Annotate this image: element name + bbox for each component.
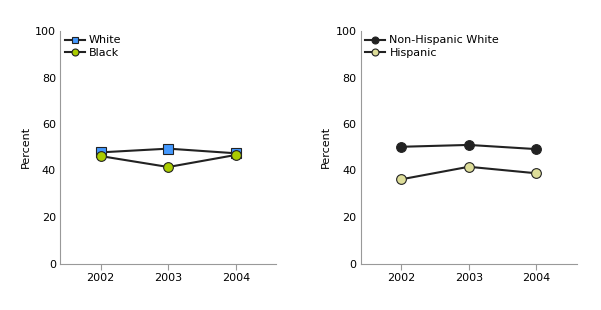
Legend: White, Black: White, Black: [63, 33, 124, 60]
Y-axis label: Percent: Percent: [322, 126, 331, 168]
Legend: Non-Hispanic White, Hispanic: Non-Hispanic White, Hispanic: [363, 33, 501, 60]
Y-axis label: Percent: Percent: [21, 126, 31, 168]
